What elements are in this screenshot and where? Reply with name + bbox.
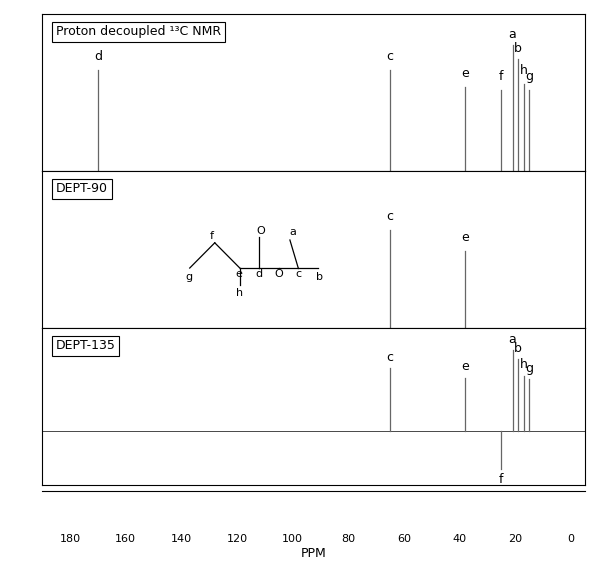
Text: h: h xyxy=(520,358,528,371)
Text: c: c xyxy=(387,50,394,63)
Text: a: a xyxy=(509,28,516,41)
Text: g: g xyxy=(525,362,533,375)
Text: c: c xyxy=(387,210,394,223)
Text: e: e xyxy=(461,360,469,373)
Text: d: d xyxy=(255,270,262,279)
Text: g: g xyxy=(185,272,192,282)
Text: DEPT-90: DEPT-90 xyxy=(56,182,108,195)
Text: e: e xyxy=(461,231,469,244)
Text: DEPT-135: DEPT-135 xyxy=(56,339,116,352)
Text: h: h xyxy=(236,288,244,297)
Text: O: O xyxy=(274,270,283,279)
Text: b: b xyxy=(514,42,522,55)
Text: f: f xyxy=(499,473,504,486)
Text: f: f xyxy=(499,70,504,83)
Text: a: a xyxy=(509,333,516,345)
Text: h: h xyxy=(520,65,528,77)
Text: a: a xyxy=(289,227,296,237)
Text: e: e xyxy=(461,67,469,80)
Text: e: e xyxy=(236,270,242,279)
X-axis label: PPM: PPM xyxy=(301,547,326,560)
Text: c: c xyxy=(387,351,394,364)
Text: g: g xyxy=(525,70,533,83)
Text: b: b xyxy=(317,272,323,282)
Text: b: b xyxy=(514,342,522,355)
Text: O: O xyxy=(256,226,265,236)
Text: f: f xyxy=(210,231,214,242)
Text: Proton decoupled ¹³C NMR: Proton decoupled ¹³C NMR xyxy=(56,25,221,38)
Text: d: d xyxy=(94,50,102,63)
Text: c: c xyxy=(295,270,302,279)
